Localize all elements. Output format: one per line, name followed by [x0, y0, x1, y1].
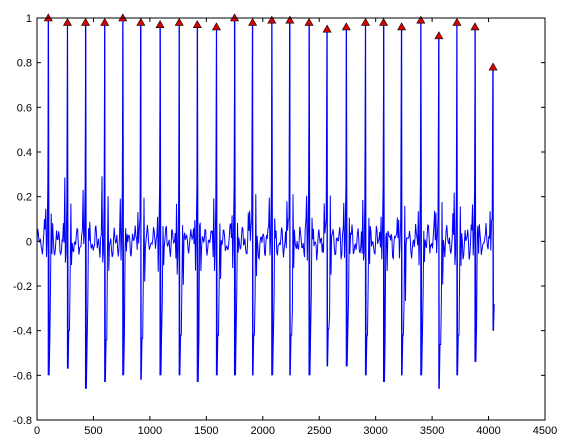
- peak-marker: [452, 17, 462, 26]
- y-tick-label: 0.6: [17, 102, 32, 114]
- plot-frame: [36, 17, 546, 421]
- peak-marker: [322, 24, 332, 33]
- peak-marker: [136, 17, 146, 26]
- x-tick-label: 4500: [533, 425, 557, 437]
- peak-marker: [211, 22, 222, 31]
- x-tick-label: 500: [84, 425, 102, 437]
- x-axis: 0 500 1000 1500 2000 2500 3000 3500 4000 4500: [34, 18, 557, 437]
- y-tick-label: 0.4: [17, 147, 32, 159]
- peak-marker: [192, 20, 202, 29]
- y-tick-label: 0.2: [17, 192, 32, 204]
- x-tick-label: 3000: [363, 425, 387, 437]
- x-tick-label: 2500: [307, 425, 331, 437]
- peak-marker: [470, 22, 480, 31]
- signal-layer: [36, 17, 495, 389]
- y-tick-label: -0.2: [13, 281, 32, 293]
- y-tick-label: -0.6: [13, 370, 32, 382]
- peak-marker: [155, 20, 165, 29]
- peak-marker: [360, 17, 371, 26]
- peak-marker: [62, 17, 72, 26]
- peak-marker: [434, 31, 444, 40]
- peak-marker: [304, 17, 314, 26]
- x-tick-label: 1500: [194, 425, 218, 437]
- peak-marker: [488, 62, 498, 71]
- y-tick-label: 0: [26, 236, 32, 248]
- peak-marker: [174, 17, 184, 26]
- peak-marker: [397, 22, 407, 31]
- peak-marker: [379, 17, 389, 26]
- peak-marker: [341, 22, 351, 31]
- x-tick-label: 4000: [476, 425, 500, 437]
- x-tick-label: 1000: [138, 425, 162, 437]
- x-tick-label: 3500: [420, 425, 444, 437]
- y-axis: -0.8 -0.6 -0.4 -0.2 0 0.2 0.4 0.6 0.8 1: [13, 13, 545, 427]
- x-tick-label: 2000: [251, 425, 275, 437]
- y-tick-label: 1: [26, 13, 32, 25]
- peak-marker: [100, 17, 110, 26]
- y-tick-label: -0.8: [13, 415, 32, 427]
- x-tick-label: 0: [34, 425, 40, 437]
- peak-marker: [248, 17, 258, 26]
- y-tick-label: -0.4: [13, 326, 32, 338]
- y-tick-label: 0.8: [17, 58, 32, 70]
- peak-marker: [81, 17, 91, 26]
- signal-line: [36, 17, 495, 389]
- peak-marker: [285, 15, 295, 24]
- peak-marker: [416, 15, 426, 24]
- peak-marker: [267, 15, 277, 24]
